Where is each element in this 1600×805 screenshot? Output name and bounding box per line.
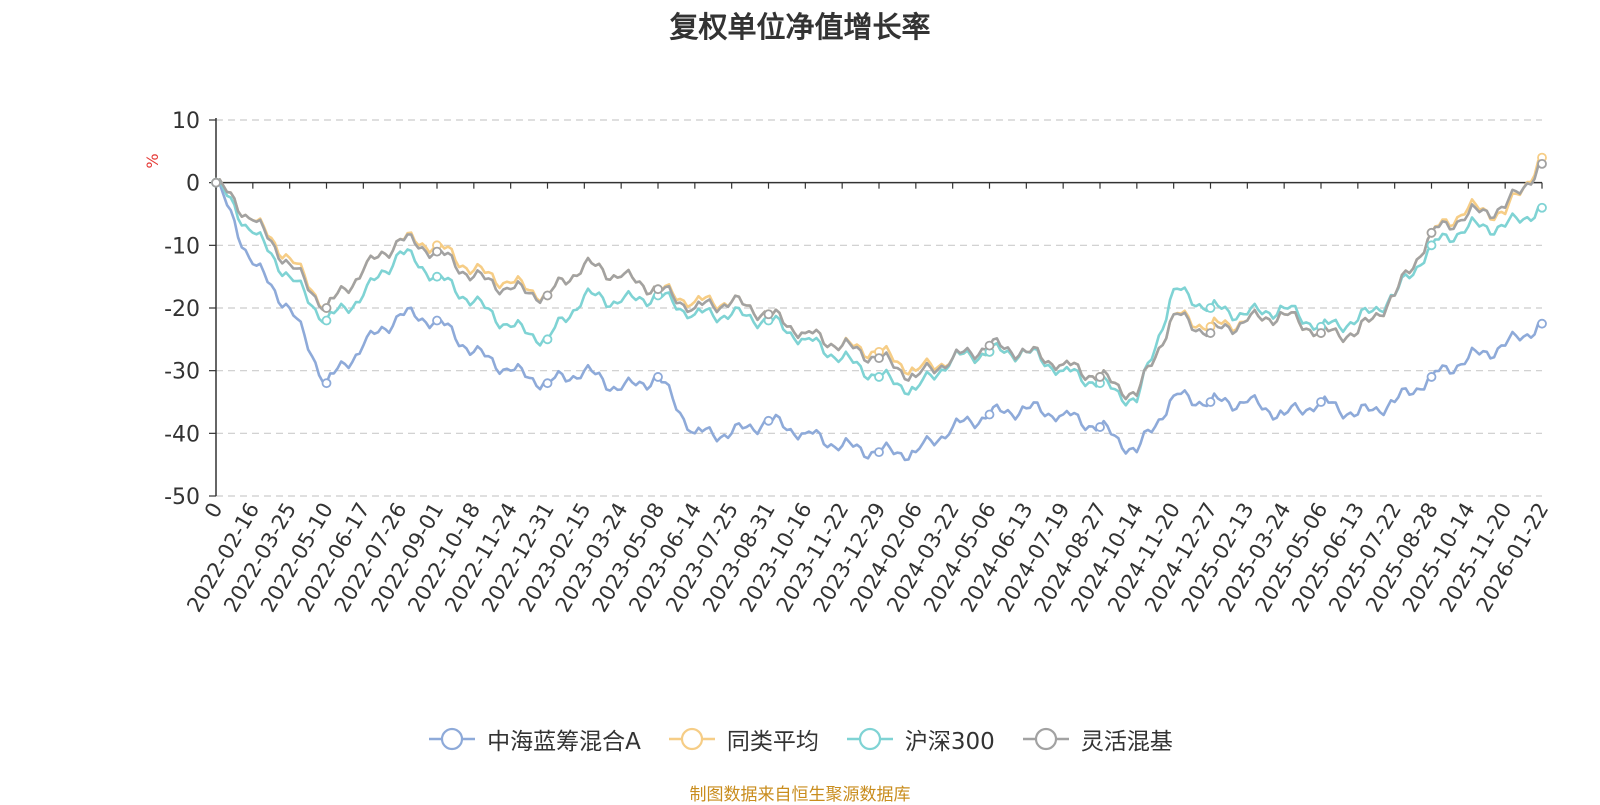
data-point-3 [321,303,332,313]
legend-item-1[interactable]: 同类平均 [667,722,819,756]
data-point-0 [653,372,663,382]
data-point-2 [1426,240,1437,251]
data-point-3 [1426,227,1437,238]
data-point-0 [542,378,553,389]
data-point-3 [432,246,442,257]
legend-label: 灵活混基 [1080,729,1173,755]
data-point-2 [874,372,884,382]
y-tick-label: -20 [164,297,200,322]
y-axis-label: % [143,153,162,168]
data-point-0 [1205,397,1216,407]
data-point-2 [542,334,553,345]
data-point-0 [321,378,332,389]
y-tick-label: 10 [172,109,200,134]
y-tick-label: -10 [164,234,200,259]
legend-circle [858,727,882,751]
data-point-2 [1205,303,1216,313]
legend-marker-icon [846,727,893,751]
data-point-3 [1205,328,1216,338]
legend-item-3[interactable]: 灵活混基 [1021,722,1173,756]
y-tick-label: 0 [186,172,200,197]
chart-title: 复权单位净值增长率 [669,10,931,44]
legend-circle [1034,727,1057,751]
data-point-0 [984,409,995,420]
legend: 中海蓝筹混合A 同类平均 沪深300 灵活混基 [0,722,1600,756]
data-point-0 [1095,422,1105,432]
y-tick-label: -50 [164,485,200,510]
x-tick-label: 0 [200,499,227,523]
data-point-0 [1426,372,1437,382]
data-point-3 [1537,158,1547,169]
legend-item-0[interactable]: 中海蓝筹混合A [427,722,641,756]
data-point-3 [1316,328,1326,338]
legend-label: 沪深300 [904,729,995,755]
series-line-3 [215,162,1543,401]
data-point-3 [763,309,774,320]
data-point-3 [542,290,553,301]
legend-marker-icon [1022,727,1069,751]
data-point-0 [1316,397,1326,407]
y-tick-label: -40 [164,422,200,447]
data-point-2 [321,315,332,326]
legend-marker-icon [429,727,476,751]
data-point-0 [763,415,774,426]
y-tick-label: -30 [164,360,200,385]
legend-circle [441,727,464,751]
data-point-3 [1095,372,1105,382]
data-point-0 [874,447,884,458]
data-point-2 [432,271,442,282]
legend-item-2[interactable]: 沪深300 [845,722,995,756]
legend-marker-icon [668,727,715,751]
data-point-3 [653,284,663,295]
data-point-0 [432,315,442,326]
data-point-2 [1537,202,1547,213]
series-line-0 [215,181,1543,462]
legend-circle [680,727,704,751]
data-point-3 [874,353,884,364]
legend-label: 同类平均 [726,729,819,755]
series-line-2 [215,179,1543,407]
legend-label: 中海蓝筹混合A [487,729,641,755]
data-point-3 [984,340,995,351]
source-note: 制图数据来自恒生聚源数据库 [689,785,911,805]
data-point-0 [1537,318,1547,329]
data-point-3 [211,177,221,188]
